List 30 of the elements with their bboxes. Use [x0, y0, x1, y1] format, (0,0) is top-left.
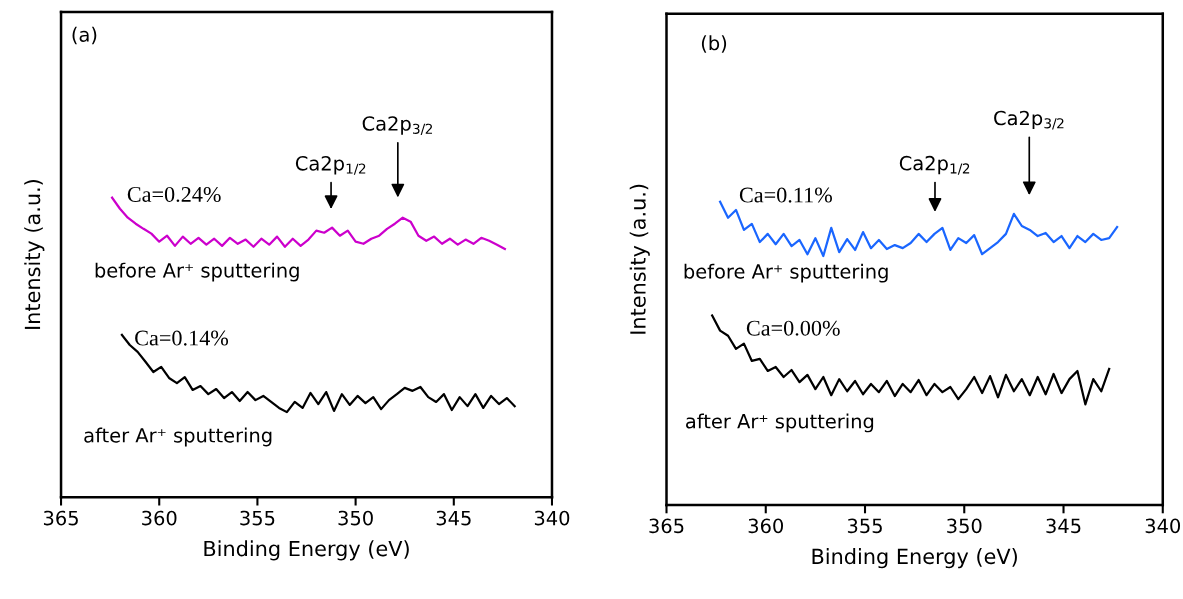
x-tick-label: 340 [1145, 518, 1181, 534]
y-axis-title: Intensity (a.u.) [24, 179, 45, 329]
x-tick-label: 350 [947, 518, 982, 534]
x-tick-label: 360 [748, 518, 784, 534]
annotation: Ca=0.11% [739, 187, 832, 203]
text: (a) [72, 26, 97, 45]
x-axis-title: Binding Energy (eV) [812, 548, 1017, 569]
x-tick-label: 355 [240, 510, 275, 526]
x-tick-label: 350 [338, 510, 373, 526]
annotation: Ca=0.24% [127, 186, 221, 203]
text: (b) [701, 35, 727, 53]
text: Ca2p$_{3/2}$ [994, 110, 1064, 130]
y-axis-title: Intensity (a.u.) [629, 184, 650, 334]
x-tick-label: 355 [847, 518, 882, 534]
text: Ca2p$_{3/2}$ [362, 116, 433, 136]
text: Ca2p$_{1/2}$ [295, 155, 366, 175]
series-label: before Ar⁺ sputtering [95, 262, 299, 282]
x-tick-label: 360 [142, 510, 177, 526]
x-tick-label: 340 [534, 510, 570, 526]
series-label: after Ar⁺ sputtering [686, 413, 874, 433]
series-label: before Ar⁺ sputtering [684, 263, 888, 283]
annotation: Ca=0.00% [746, 320, 840, 336]
x-axis-title: Binding Energy (eV) [204, 540, 409, 561]
text: Ca2p$_{1/2}$ [899, 155, 970, 175]
x-tick-label: 365 [43, 510, 78, 526]
x-tick-label: 345 [1046, 518, 1081, 534]
x-tick-label: 345 [436, 510, 471, 526]
series-label: after Ar⁺ sputtering [84, 427, 272, 447]
annotation: Ca=0.14% [135, 330, 229, 346]
x-tick-label: 365 [649, 518, 684, 534]
